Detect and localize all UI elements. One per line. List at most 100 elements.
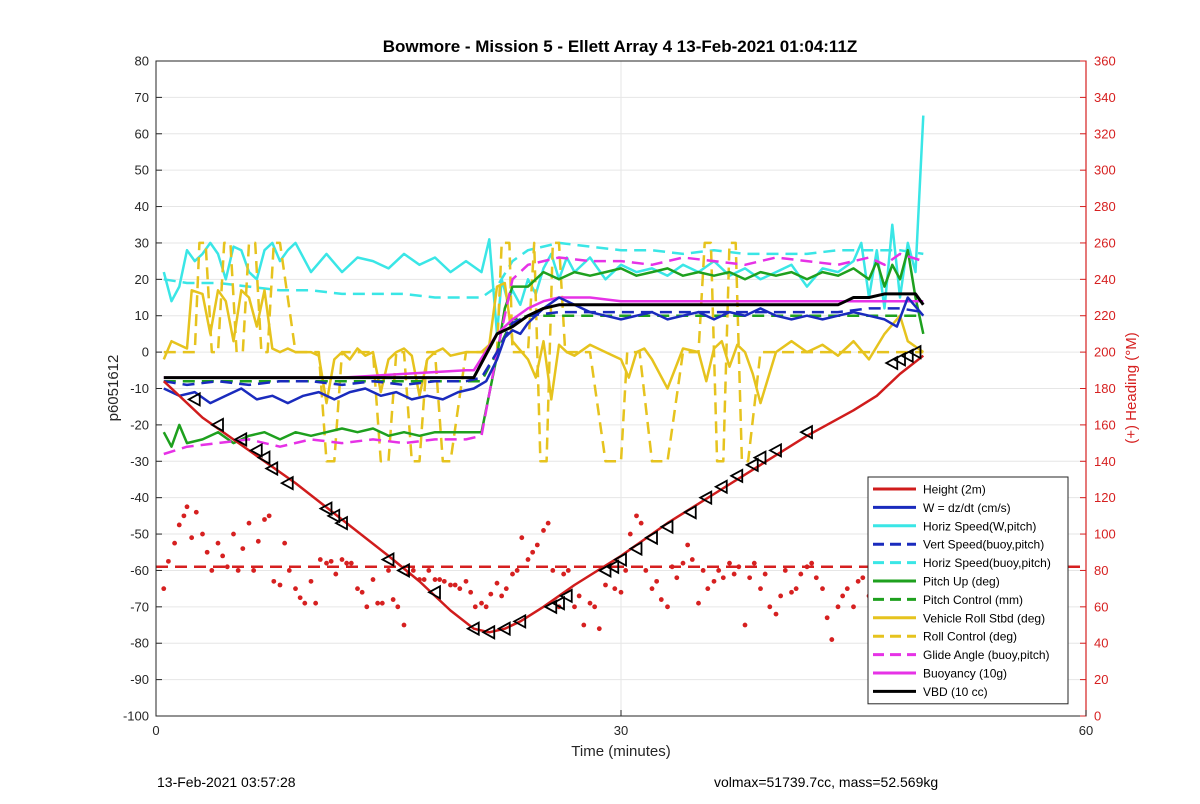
- heading-point: [426, 568, 432, 573]
- series-line-w-dz-dt-cm-s: [163, 296, 925, 405]
- heading-point: [297, 595, 303, 601]
- height-marker: [558, 588, 573, 604]
- heading-point: [266, 513, 272, 519]
- heading-point: [204, 549, 210, 555]
- heading-point: [860, 575, 866, 581]
- heading-point: [215, 540, 221, 546]
- legend-label: Buoyancy (10g): [923, 667, 1007, 681]
- x-tick-label: 0: [152, 723, 159, 738]
- heading-point: [685, 542, 691, 548]
- heading-point: [370, 577, 376, 582]
- y2-tick-label: 180: [1094, 381, 1116, 396]
- height-marker: [799, 424, 813, 440]
- heading-point: [561, 571, 567, 577]
- heading-points: [156, 504, 1086, 642]
- y2-tick-label: 360: [1094, 54, 1116, 69]
- heading-point: [421, 577, 427, 582]
- heading-point: [176, 522, 182, 528]
- heading-point: [510, 571, 515, 577]
- series-line-vbd-10-cc: [163, 292, 925, 380]
- legend-label: VBD (10 cc): [923, 685, 988, 699]
- heading-point: [432, 577, 438, 582]
- heading-point: [184, 504, 190, 510]
- height-marker: [326, 508, 341, 524]
- y-tick-label: -50: [130, 527, 149, 542]
- x-axis-label: Time (minutes): [571, 743, 670, 760]
- height-marker: [496, 621, 511, 637]
- height-marker: [233, 431, 248, 447]
- heading-point: [696, 600, 701, 606]
- heading-point: [441, 578, 447, 584]
- height-marker: [279, 475, 294, 491]
- y2-tick-label: 60: [1094, 599, 1108, 614]
- series-line-glide-angle-buoy-pitch: [163, 252, 924, 456]
- heading-point: [166, 558, 171, 564]
- legend-box: [867, 476, 1069, 705]
- heading-point: [277, 582, 283, 588]
- axes: 80706050403020100-10-20-30-40-50-60-70-8…: [123, 54, 1116, 739]
- heading-point: [328, 558, 334, 564]
- height-marker: [884, 355, 899, 371]
- heading-point: [472, 604, 478, 610]
- height-marker: [613, 552, 627, 568]
- series-line-height-2m: [162, 354, 925, 634]
- heading-point: [689, 557, 695, 562]
- heading-point: [844, 586, 850, 592]
- height-marker: [682, 504, 697, 520]
- y-tick-label: 60: [135, 126, 149, 141]
- heading-point: [271, 578, 277, 584]
- heading-point: [193, 509, 199, 515]
- height-marker: [186, 391, 201, 407]
- heading-point: [313, 600, 319, 606]
- legend-label: Roll Control (deg): [923, 630, 1017, 644]
- heading-point: [649, 586, 655, 592]
- y2-tick-label: 240: [1094, 272, 1116, 287]
- series-line-pitch-up-deg: [162, 248, 925, 448]
- heading-point: [235, 568, 241, 573]
- heading-point: [674, 575, 680, 581]
- height-marker: [334, 515, 348, 531]
- heading-point: [576, 593, 582, 599]
- heading-point: [550, 568, 556, 573]
- heading-point: [778, 593, 784, 599]
- heading-point: [731, 571, 737, 577]
- heading-point: [638, 520, 644, 526]
- heading-point: [829, 637, 835, 642]
- height-marker: [729, 468, 744, 484]
- y-tick-label: 70: [135, 90, 149, 105]
- x-tick-label: 30: [614, 723, 628, 738]
- heading-point: [798, 571, 804, 577]
- y2-tick-label: 260: [1094, 235, 1116, 250]
- heading-point: [767, 604, 773, 610]
- y2-tick-label: 80: [1094, 563, 1108, 578]
- y-tick-label: -30: [130, 454, 149, 469]
- heading-point: [813, 575, 819, 581]
- height-marker: [427, 584, 441, 600]
- y-tick-label: 20: [135, 272, 149, 287]
- height-marker: [380, 552, 395, 568]
- height-marker: [481, 624, 496, 640]
- legend-label: Pitch Control (mm): [923, 593, 1023, 607]
- footer-timestamp: 13-Feb-2021 03:57:28: [157, 774, 296, 790]
- heading-point: [855, 578, 861, 584]
- heading-point: [293, 586, 298, 592]
- heading-point: [565, 568, 571, 573]
- height-marker: [318, 501, 333, 517]
- heading-point: [181, 513, 187, 519]
- y-tick-label: 40: [135, 199, 149, 214]
- heading-point: [379, 600, 385, 606]
- heading-point: [658, 597, 664, 602]
- height-marker: [752, 450, 767, 466]
- height-marker: [899, 348, 914, 364]
- y-tick-label: -90: [130, 672, 149, 687]
- heading-point: [541, 528, 546, 533]
- heading-point: [302, 600, 308, 606]
- y-tick-label: 80: [135, 54, 149, 69]
- heading-point: [240, 546, 246, 552]
- heading-point: [200, 531, 205, 537]
- heading-point: [514, 568, 520, 573]
- heading-point: [587, 600, 593, 606]
- heading-point: [758, 586, 763, 592]
- y2-tick-label: 100: [1094, 527, 1116, 542]
- y2-tick-label: 320: [1094, 126, 1116, 141]
